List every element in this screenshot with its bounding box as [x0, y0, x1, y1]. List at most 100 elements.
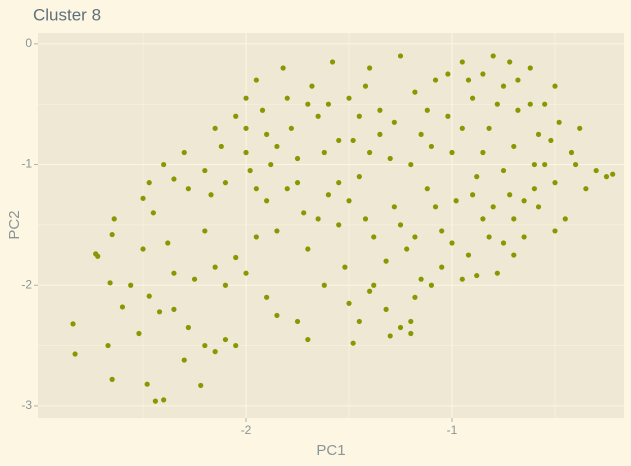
point: [424, 186, 430, 192]
point: [259, 107, 266, 113]
point: [146, 180, 152, 186]
point: [408, 161, 414, 168]
point: [274, 312, 280, 319]
point: [105, 342, 111, 349]
point: [243, 125, 249, 131]
point: [391, 204, 397, 210]
point: [552, 228, 558, 234]
point: [208, 192, 214, 198]
point: [531, 161, 538, 168]
point: [480, 149, 486, 156]
point: [321, 149, 327, 156]
point: [371, 234, 377, 240]
point: [233, 113, 239, 119]
point: [459, 276, 465, 282]
x-tick-label: -1: [447, 423, 458, 437]
point: [424, 107, 430, 113]
point: [305, 246, 311, 252]
point: [439, 228, 445, 234]
point: [377, 107, 383, 113]
point: [494, 101, 500, 107]
point: [346, 198, 352, 204]
point: [222, 282, 229, 288]
point: [185, 186, 191, 192]
point: [336, 180, 342, 186]
point: [350, 137, 356, 144]
point: [284, 95, 290, 101]
point: [542, 161, 548, 168]
point: [294, 180, 301, 186]
point: [490, 204, 496, 210]
point: [412, 294, 418, 300]
point: [325, 192, 332, 198]
point: [305, 336, 311, 343]
point: [161, 397, 167, 403]
point: [593, 167, 599, 174]
point: [362, 216, 369, 222]
point: [212, 349, 218, 355]
point: [233, 342, 239, 349]
point: [383, 258, 389, 264]
point: [500, 83, 507, 89]
point: [486, 125, 492, 131]
point: [474, 272, 480, 279]
panel: [38, 33, 624, 418]
point: [362, 83, 369, 89]
point: [428, 282, 435, 288]
point: [367, 149, 373, 156]
point: [465, 77, 472, 83]
point: [583, 186, 589, 192]
point: [109, 231, 115, 238]
point: [222, 180, 229, 186]
point: [507, 59, 513, 65]
point: [309, 83, 315, 89]
point: [449, 240, 455, 246]
point: [346, 95, 352, 101]
point: [305, 101, 311, 107]
point: [181, 357, 187, 363]
point: [511, 216, 517, 222]
point: [418, 131, 424, 137]
point: [521, 198, 527, 204]
point: [243, 149, 249, 156]
point: [342, 264, 348, 270]
point: [274, 228, 280, 234]
point: [480, 71, 486, 77]
point: [212, 264, 218, 270]
point: [397, 324, 404, 331]
point: [95, 253, 101, 259]
point: [329, 59, 336, 65]
point: [367, 65, 373, 71]
point: [459, 125, 465, 131]
point: [156, 309, 163, 315]
point: [253, 234, 259, 240]
y-tick-label: -1: [21, 157, 32, 171]
point: [356, 174, 362, 180]
point: [453, 198, 459, 204]
point: [449, 149, 455, 156]
point: [107, 280, 113, 286]
point: [387, 333, 393, 339]
point: [136, 330, 142, 337]
point: [486, 234, 492, 240]
point: [515, 77, 521, 83]
point: [111, 216, 117, 222]
point: [198, 382, 204, 389]
point: [109, 376, 115, 382]
point: [202, 342, 208, 349]
point: [152, 398, 159, 404]
point: [171, 306, 177, 312]
point: [253, 186, 259, 192]
point: [367, 288, 373, 294]
point: [181, 149, 187, 156]
point: [377, 131, 383, 137]
point: [432, 204, 439, 210]
point: [284, 186, 290, 192]
point: [264, 131, 270, 137]
point: [535, 131, 542, 137]
point: [294, 155, 301, 162]
point: [610, 171, 616, 177]
point: [119, 304, 126, 310]
point: [371, 282, 377, 288]
